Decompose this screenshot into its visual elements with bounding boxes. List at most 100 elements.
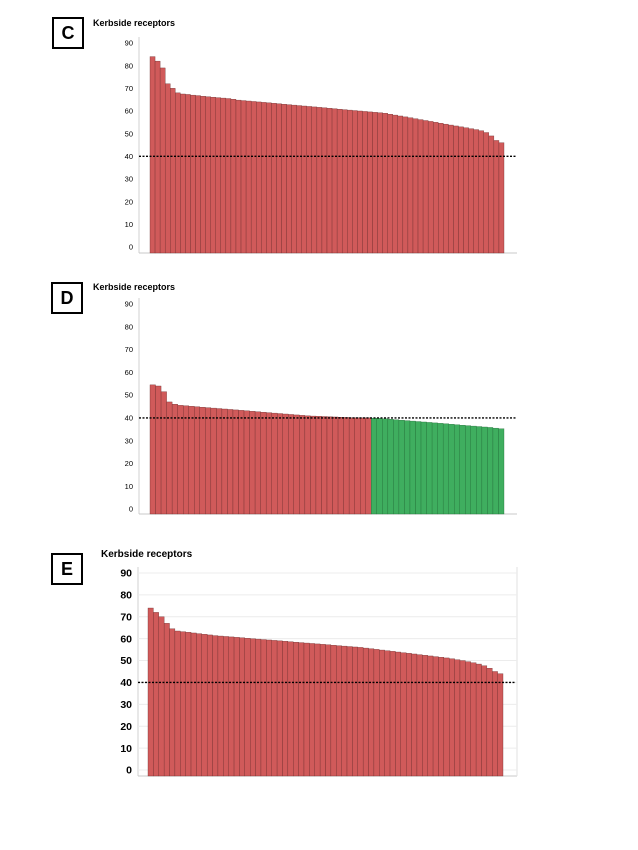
bar <box>271 640 278 777</box>
bar <box>488 135 495 254</box>
bar <box>463 127 469 254</box>
bar <box>260 412 267 515</box>
bar <box>492 427 499 515</box>
bar <box>454 659 461 777</box>
chart-title-d: Kerbside receptors <box>93 282 176 292</box>
bar <box>346 646 353 777</box>
bar <box>175 92 181 254</box>
y-tick-label: 20 <box>125 459 133 468</box>
bar <box>406 653 412 777</box>
bar <box>443 123 449 254</box>
bar <box>256 101 262 254</box>
bar <box>288 414 294 515</box>
bar <box>293 641 299 777</box>
bar <box>336 109 343 254</box>
bar <box>227 409 234 515</box>
bar <box>238 410 245 515</box>
bar <box>212 635 219 777</box>
y-tick-label: 0 <box>129 505 133 514</box>
bar <box>158 616 165 777</box>
bar <box>185 94 191 254</box>
bar <box>458 126 464 254</box>
bar <box>433 122 439 254</box>
bar <box>321 416 328 515</box>
bar <box>357 647 364 777</box>
bar <box>205 407 212 515</box>
bar <box>316 107 323 254</box>
panel-letter-d: D <box>51 282 83 314</box>
bar <box>250 101 257 254</box>
y-tick-label: 70 <box>125 345 133 354</box>
y-tick-label: 40 <box>120 677 132 689</box>
bar <box>412 118 419 254</box>
bar <box>249 411 256 515</box>
bar <box>190 632 197 777</box>
bar <box>398 419 405 515</box>
bar <box>174 630 181 777</box>
y-tick-label: 50 <box>125 129 133 138</box>
bar <box>265 412 272 515</box>
bar <box>195 95 201 254</box>
bar <box>233 637 240 777</box>
bar <box>217 635 224 777</box>
bar <box>326 416 333 515</box>
y-tick-label: 30 <box>125 436 133 445</box>
bar <box>266 639 272 777</box>
bar <box>271 412 278 515</box>
bar <box>431 422 438 515</box>
bar <box>326 108 333 254</box>
bar <box>395 651 401 777</box>
bar <box>382 113 388 254</box>
bar <box>468 128 474 254</box>
y-tick-label: 10 <box>120 743 132 755</box>
bar <box>286 104 292 254</box>
bar <box>422 655 428 777</box>
bar <box>498 142 505 254</box>
bar <box>377 112 383 254</box>
bar <box>223 636 229 777</box>
y-tick-label: 30 <box>125 175 133 184</box>
bar <box>387 419 394 515</box>
bar <box>409 420 416 515</box>
bar <box>243 410 250 515</box>
bar <box>276 103 282 254</box>
bar <box>171 404 178 515</box>
bar <box>332 416 339 515</box>
chart-panel-c: C Kerbside receptors 90 80 70 60 50 40 30 20 10 0 <box>0 0 638 265</box>
bar <box>159 67 166 254</box>
bar <box>215 97 221 254</box>
bar <box>384 650 391 777</box>
bar <box>282 641 289 777</box>
bar <box>453 125 459 254</box>
bar <box>497 673 504 777</box>
bar <box>199 407 206 515</box>
bar <box>315 416 322 515</box>
bar <box>365 417 372 515</box>
bar <box>210 96 216 254</box>
bar <box>244 638 251 777</box>
bar <box>216 408 223 515</box>
bar <box>228 636 235 777</box>
y-tick-label: 80 <box>125 61 133 70</box>
y-tick-label: 80 <box>125 322 133 331</box>
bar <box>438 657 445 777</box>
y-tick-label: 60 <box>125 107 133 116</box>
bar <box>373 649 380 777</box>
bar-chart-e: 90 80 70 60 50 40 30 20 10 0 <box>120 567 518 777</box>
bar <box>493 140 500 254</box>
bar <box>196 633 202 777</box>
bar <box>341 109 348 254</box>
bar <box>225 98 232 254</box>
bar <box>411 653 418 777</box>
chart-panel-e: E Kerbside receptors 90 80 70 60 50 40 30 20 10 0 <box>0 535 638 785</box>
bar <box>160 391 167 515</box>
bar <box>427 655 434 777</box>
bar <box>200 96 206 254</box>
y-tick-label: 70 <box>125 84 133 93</box>
y-tick-label: 80 <box>120 590 132 602</box>
bar <box>387 113 393 254</box>
bar <box>486 668 493 777</box>
bar <box>417 119 424 254</box>
bar <box>382 418 389 515</box>
y-tick-label: 30 <box>120 699 132 711</box>
